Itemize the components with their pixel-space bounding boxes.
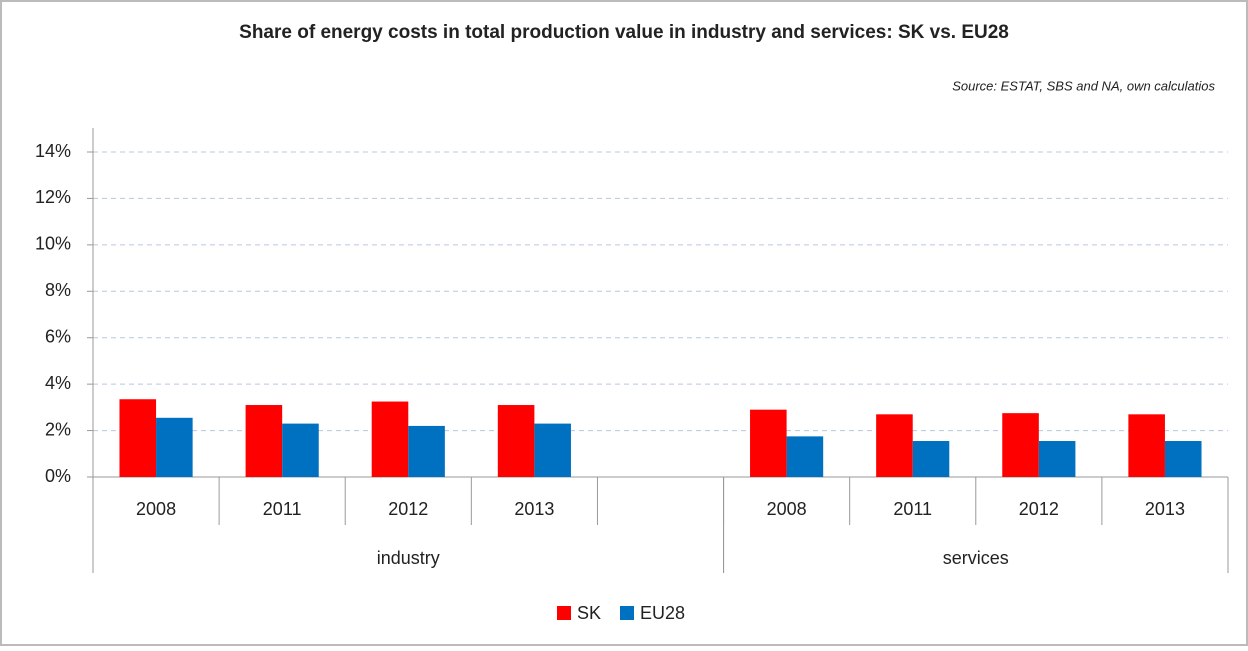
group-label: services [943,548,1009,568]
y-tick-label: 8% [45,280,71,300]
bar [786,436,824,477]
x-tick-label: 2008 [767,499,807,519]
y-tick-label: 10% [35,234,71,254]
bar [282,423,319,477]
bar [371,401,409,477]
legend-label: SK [577,603,601,623]
bar [119,399,157,477]
group-label: industry [377,548,440,568]
y-tick-label: 2% [45,419,71,439]
bar [245,405,283,477]
legend-swatch [620,606,634,620]
y-tick-label: 4% [45,373,71,393]
x-tick-label: 2011 [893,499,932,519]
bar [1128,414,1165,477]
y-tick-label: 14% [35,141,71,161]
y-tick-label: 12% [35,187,71,207]
bar [750,409,787,477]
x-tick-label: 2013 [1145,499,1185,519]
bar [876,414,913,477]
x-tick-label: 2011 [263,499,302,519]
chart-title: Share of energy costs in total productio… [239,22,1009,43]
bar [1038,441,1076,477]
x-tick-label: 2012 [1019,499,1059,519]
bar [1002,413,1039,477]
y-tick-label: 0% [45,466,71,486]
bar [497,405,535,477]
bar [408,425,445,477]
bar [534,423,571,477]
x-tick-label: 2012 [388,499,428,519]
chart-source: Source: ESTAT, SBS and NA, own calculati… [952,78,1215,93]
x-tick-label: 2008 [136,499,176,519]
y-tick-label: 6% [45,326,71,346]
x-tick-label: 2013 [514,499,554,519]
bar [156,417,193,477]
legend-swatch [557,606,571,620]
bar [1164,441,1202,477]
bar [912,441,950,477]
legend-label: EU28 [640,603,685,623]
